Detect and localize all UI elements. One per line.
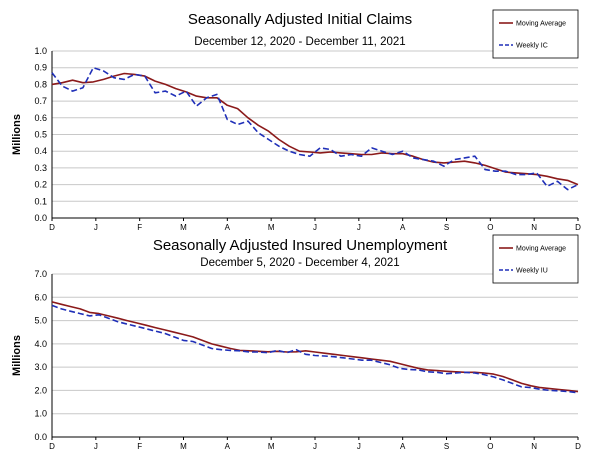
- chart-subtitle: December 12, 2020 - December 11, 2021: [194, 36, 405, 48]
- y-axis-label: Millions: [11, 335, 23, 376]
- x-tick-label: D: [575, 223, 581, 232]
- y-tick-label: 0.4: [34, 146, 47, 156]
- y-tick-label: 3.0: [34, 362, 47, 372]
- x-tick-label: J: [313, 442, 317, 451]
- y-tick-label: 4.0: [34, 339, 47, 349]
- x-tick-label: A: [400, 442, 406, 451]
- x-tick-label: M: [180, 442, 187, 451]
- y-tick-label: 2.0: [34, 385, 47, 395]
- y-tick-label: 1.0: [34, 409, 47, 419]
- y-tick-label: 0.2: [34, 180, 47, 190]
- y-tick-label: 0.0: [34, 213, 47, 223]
- legend-label: Moving Average: [516, 21, 566, 28]
- x-tick-label: O: [487, 223, 493, 232]
- x-tick-label: F: [137, 223, 142, 232]
- y-tick-label: 0.7: [34, 96, 47, 106]
- y-tick-label: 0.6: [34, 113, 47, 123]
- x-tick-label: N: [531, 223, 537, 232]
- y-tick-label: 7.0: [34, 269, 47, 279]
- y-tick-label: 6.0: [34, 292, 47, 302]
- series-line-moving-average: [51, 301, 579, 393]
- x-tick-label: S: [444, 223, 449, 232]
- x-tick-label: D: [49, 223, 55, 232]
- x-tick-label: D: [575, 442, 581, 451]
- chart-1: Seasonally Adjusted Initial Claims Decemb…: [11, 9, 581, 232]
- legend: Moving Average Weekly IU: [492, 234, 579, 284]
- legend: Moving Average Weekly IC: [492, 9, 579, 59]
- y-tick-label: 5.0: [34, 316, 47, 326]
- series-line-weekly: [51, 304, 579, 394]
- legend-label: Moving Average: [516, 246, 566, 253]
- chart-subtitle: December 5, 2020 - December 4, 2021: [200, 257, 399, 269]
- x-tick-label: J: [313, 223, 317, 232]
- chart-title: Seasonally Adjusted Initial Claims: [188, 11, 412, 28]
- y-tick-label: 0.3: [34, 163, 47, 173]
- y-tick-label: 0.0: [34, 432, 47, 442]
- x-tick-label: J: [94, 442, 98, 451]
- legend-box: [492, 9, 579, 59]
- legend-label: Weekly IU: [516, 268, 548, 275]
- x-tick-label: J: [357, 223, 361, 232]
- y-tick-label: 0.5: [34, 130, 47, 140]
- x-tick-label: A: [400, 223, 406, 232]
- y-axis-label: Millions: [11, 114, 23, 155]
- x-tick-label: O: [487, 442, 493, 451]
- y-tick-label: 1.0: [34, 46, 47, 56]
- x-tick-label: J: [357, 442, 361, 451]
- x-tick-label: F: [137, 442, 142, 451]
- x-tick-label: J: [94, 223, 98, 232]
- y-tick-label: 0.9: [34, 63, 47, 73]
- series-line-weekly: [51, 66, 579, 191]
- x-tick-label: N: [531, 442, 537, 451]
- chart-2: Seasonally Adjusted Insured Unemployment…: [11, 234, 581, 451]
- y-tick-label: 0.8: [34, 79, 47, 89]
- x-tick-label: D: [49, 442, 55, 451]
- x-tick-label: M: [268, 223, 275, 232]
- chart-title: Seasonally Adjusted Insured Unemployment: [153, 237, 448, 254]
- x-tick-label: S: [444, 442, 449, 451]
- x-tick-label: A: [225, 442, 231, 451]
- x-tick-label: M: [180, 223, 187, 232]
- legend-label: Weekly IC: [516, 43, 548, 50]
- x-tick-label: A: [225, 223, 231, 232]
- x-tick-label: M: [268, 442, 275, 451]
- legend-box: [492, 234, 579, 284]
- y-tick-label: 0.1: [34, 196, 47, 206]
